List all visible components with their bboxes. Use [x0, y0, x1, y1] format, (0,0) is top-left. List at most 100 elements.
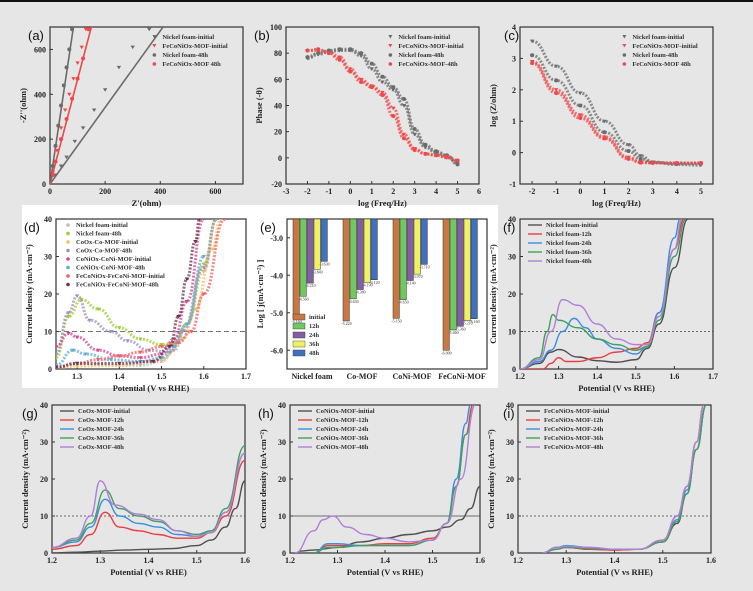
x-category-label: FeCoNi-MOF	[438, 372, 486, 381]
y-axis-label: Current density (mA·cm⁻²)	[488, 244, 498, 344]
data-point	[67, 92, 72, 97]
legend-marker	[622, 53, 627, 57]
x-tick-label: 1.4	[592, 372, 602, 381]
legend-label: CoNiOx-MOF-initial	[316, 408, 375, 415]
legend-label: Nickel foam-initial	[632, 34, 684, 41]
bar-value-label: -4.190	[362, 282, 372, 287]
x-category-label: Nickel foam	[291, 372, 332, 381]
data-point	[159, 343, 164, 347]
x-tick-label: 1.2	[513, 556, 523, 565]
legend-label: FeCoNiOx-MOF-initial	[162, 43, 228, 50]
data-point	[67, 47, 72, 52]
panel-g: (g) 0 10 20 30 40 1.2 1.3 1.4 1.5 1.6 Potential (V …	[20, 401, 250, 577]
fit-line	[50, 27, 93, 184]
legend-label: CoNiOx-MOF-48h	[316, 444, 369, 451]
x-tick-label: 1.4	[144, 556, 154, 565]
data-point	[70, 96, 75, 101]
bar-value-label: -5.160	[469, 319, 479, 324]
bar-value-label: -5.210	[462, 321, 472, 326]
data-point	[56, 345, 59, 349]
x-axis-label: Z'(ohm)	[132, 198, 162, 208]
y-tick-label: 400	[34, 90, 46, 99]
data-point	[305, 55, 310, 60]
x-axis-label: log (Freq/Hz)	[358, 198, 407, 208]
data-point	[96, 307, 101, 311]
data-point	[401, 104, 407, 108]
data-point	[70, 27, 75, 32]
data-point	[210, 247, 215, 251]
data-point	[337, 47, 342, 52]
panel-d: (d) 0 10 20 30 40 1.3 1.4 1.5 1.6 1.7 Potential (V …	[24, 215, 251, 393]
series-group	[294, 405, 480, 553]
bar	[413, 218, 421, 275]
data-point	[80, 126, 86, 130]
legend-label: FeCoNiOx-MOF 48h	[162, 61, 221, 68]
data-point	[316, 47, 321, 52]
data-point	[358, 54, 364, 58]
bar	[349, 218, 357, 300]
y-tick-label: 20	[44, 290, 52, 299]
data-point	[602, 130, 607, 135]
bar-value-label: -5.460	[448, 330, 458, 335]
data-point	[74, 361, 80, 366]
legend-label: CoOx-MOF-24h	[78, 426, 124, 433]
panel-label: (h)	[258, 406, 274, 421]
legend-label: Nickel foam-24h	[546, 240, 592, 247]
data-point	[102, 88, 108, 92]
data-point	[602, 136, 607, 141]
legend-marker	[66, 231, 70, 236]
y-tick-label: 30	[44, 253, 52, 262]
data-point	[147, 27, 152, 32]
legend-marker	[622, 62, 627, 66]
data-point	[423, 145, 428, 150]
legend-label: 48h	[309, 350, 320, 357]
panel-f: (f) 0 10 20 30 40 1.2 1.3 1.4 1.5 1.6 1.7 Potential …	[488, 215, 718, 393]
data-point	[61, 83, 66, 88]
series-line	[50, 29, 149, 184]
bar-value-label: -4.560	[298, 296, 308, 301]
x-tick-label: 1.5	[157, 372, 167, 381]
data-point	[337, 57, 342, 62]
series-line	[294, 405, 476, 553]
legend-marker	[388, 62, 393, 66]
bar	[313, 218, 321, 270]
y-tick-label: 40	[506, 401, 514, 410]
legend-label: CoOx-MOF-12h	[78, 417, 124, 424]
data-point	[578, 113, 583, 117]
bar	[392, 218, 400, 319]
bar-value-label: -3.970	[412, 274, 422, 279]
data-point	[391, 113, 396, 118]
data-point	[626, 156, 631, 161]
data-point	[198, 219, 201, 221]
x-tick-label: 1.7	[708, 372, 718, 381]
panel-label: (i)	[503, 406, 515, 421]
series-line	[52, 452, 245, 549]
legend-swatch	[292, 331, 306, 339]
bar-value-label: -3.630	[319, 261, 329, 266]
data-point	[184, 300, 190, 304]
data-point	[184, 277, 190, 281]
data-point	[172, 345, 177, 349]
data-point	[316, 51, 321, 56]
y-tick-label: 40	[508, 215, 516, 224]
bar-value-label: -5.150	[391, 318, 401, 323]
y-tick-label: -3.0	[270, 234, 283, 243]
legend-marker	[66, 257, 70, 261]
x-tick-label: 1.3	[95, 556, 105, 565]
y-axis-label: log (Z/ohm)	[488, 84, 498, 127]
y-tick-label: 0	[48, 365, 52, 374]
series-line	[56, 219, 206, 360]
data-point	[650, 160, 655, 165]
x-tick-label: 200	[99, 187, 111, 196]
data-point	[74, 364, 80, 368]
data-point	[64, 65, 69, 70]
data-point	[530, 53, 535, 58]
y-tick-label: 3	[512, 54, 516, 63]
x-tick-label: 1.3	[561, 556, 571, 565]
x-axis-label: Potential (V vs RHE)	[576, 567, 653, 577]
legend-label: Nickel foam-initial	[546, 222, 598, 229]
data-point	[56, 123, 61, 128]
series-line	[307, 47, 458, 162]
data-point	[184, 322, 190, 326]
legend-label: Nickel foam-initial	[76, 222, 128, 229]
